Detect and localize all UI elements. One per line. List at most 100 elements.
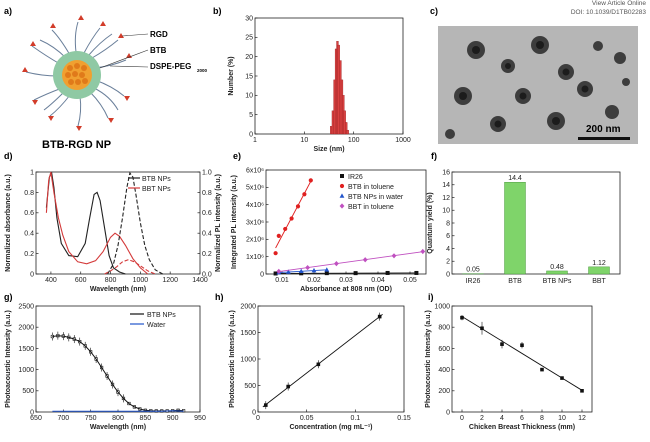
y-tick-label: 0.2 <box>24 251 34 258</box>
y-tick-label: 6 <box>446 233 450 240</box>
y-tick-label: 5 <box>249 112 253 119</box>
x-tick-label: 0.15 <box>397 415 411 422</box>
x-tick-label: 800 <box>105 277 117 284</box>
size-bar <box>346 129 349 135</box>
y-axis-label: Number (%) <box>228 56 235 95</box>
x-axis-label: Absorbance at 808 nm (OD) <box>300 286 392 293</box>
legend-label: Water <box>147 322 166 329</box>
x-tick-label: 0.03 <box>339 277 353 284</box>
data-point <box>391 253 397 259</box>
data-point <box>305 264 310 271</box>
label-btb: BTB <box>150 46 167 55</box>
category-label: BBT <box>592 278 606 285</box>
x-tick-label: 0 <box>256 415 260 422</box>
data-point <box>420 248 426 255</box>
chart-f-quantum-yield: 0 2 4 6 8 10 12 14 16 Quantum yield (%) 0.05 IR26 14… <box>427 169 621 285</box>
rgd-peptides <box>22 15 132 131</box>
data-point <box>377 314 382 319</box>
panel-letter-d: d) <box>4 151 13 161</box>
y-tick-label: 2000 <box>240 303 256 310</box>
x-tick-label: 600 <box>75 277 87 284</box>
chart-i-pa-vs-thickness: 0 2 4 6 8 10 12 0 200 400 600 800 1000 Chicken Breast… <box>425 303 593 431</box>
x-tick-label: 12 <box>578 415 586 422</box>
chart-d-absorbance-pl: 400 600 800 1000 1200 1400 0 0.2 0.4 0.6 0.8 1 Wavel… <box>5 169 222 293</box>
tem-image <box>438 26 638 144</box>
y-tick-label: 4 <box>446 246 450 253</box>
x-axis-label: Chicken Breast Thickness (mm) <box>469 424 575 431</box>
legend-label: BTB NPs <box>142 176 171 183</box>
data-point <box>276 268 282 274</box>
panel-letter-i: i) <box>428 292 434 302</box>
panel-letter-g: g) <box>4 292 13 302</box>
label-rgd: RGD <box>150 30 168 39</box>
y-tick-label: 800 <box>438 325 450 332</box>
data-point <box>324 267 330 272</box>
series-line-water <box>52 410 184 412</box>
y-tick-label: 1x10⁶ <box>246 254 264 261</box>
nanoparticle-illustration <box>22 15 149 131</box>
category-label: BTB <box>508 278 522 285</box>
y-axis-label: Quantum yield (%) <box>427 192 434 253</box>
data-point <box>540 367 544 372</box>
fit-line <box>278 269 327 273</box>
y-tick-label: 1500 <box>240 330 256 337</box>
legend-marker <box>339 203 345 209</box>
legend-label: BTB NPs <box>147 312 176 319</box>
x-tick-label: 850 <box>139 415 151 422</box>
plot-frame <box>257 305 405 413</box>
y-tick-label: 3x10⁶ <box>246 219 264 226</box>
panel-letter-c: c) <box>430 6 438 16</box>
x-tick-label: 1200 <box>162 277 178 284</box>
data-point <box>480 326 484 331</box>
x-tick-label: 4 <box>500 415 504 422</box>
plot-frame <box>451 305 593 413</box>
x-tick-label: 8 <box>540 415 544 422</box>
y-tick-label: 2 <box>446 259 450 266</box>
data-point <box>500 342 504 346</box>
x-axis-label: Wavelength (nm) <box>90 424 146 431</box>
legend-marker <box>339 183 345 189</box>
y-tick-label: 0 <box>446 271 450 278</box>
x-tick-label: 0.02 <box>307 277 321 284</box>
y-tick-label: 0 <box>30 409 34 416</box>
data-point <box>560 376 564 380</box>
y-tick-label: 0.4 <box>24 231 34 238</box>
y-tick-label: 0.8 <box>24 190 34 197</box>
y-tick-label: 10 <box>442 208 450 215</box>
y-axis-label: Photoacoustic Intensity (a.u.) <box>425 310 432 408</box>
yield-bar <box>504 181 526 275</box>
x-tick-label: 1 <box>253 137 257 144</box>
x-tick-label: 100 <box>348 137 360 144</box>
y2-tick-label: 0.6 <box>202 210 212 217</box>
label-peg-subscript: 2000 <box>197 68 208 73</box>
data-point <box>299 271 304 276</box>
x-axis-label: Wavelength (nm) <box>90 286 146 293</box>
fit-line <box>461 316 583 391</box>
bar-value-label: 14.4 <box>508 175 522 182</box>
y2-tick-label: 0.2 <box>202 251 212 258</box>
data-point <box>316 362 321 367</box>
panel-letter-a: a) <box>4 6 12 16</box>
y-tick-label: 15 <box>245 73 253 80</box>
x-tick-label: 900 <box>167 415 179 422</box>
y-tick-label: 16 <box>442 169 450 176</box>
x-tick-label: 2 <box>480 415 484 422</box>
x-tick-label: 1000 <box>133 277 149 284</box>
x-tick-label: 800 <box>112 415 124 422</box>
y-tick-label: 10 <box>245 93 253 100</box>
y-tick-label: 0 <box>260 271 264 278</box>
x-tick-label: 1400 <box>192 277 208 284</box>
bar-value-label: 1.12 <box>592 260 606 267</box>
data-point <box>286 269 291 274</box>
y-tick-label: 600 <box>438 346 450 353</box>
label-dspe-peg: DSPE-PEG <box>150 62 191 71</box>
data-point <box>308 178 313 183</box>
legend-marker <box>339 193 345 198</box>
y-tick-label: 2500 <box>18 303 34 310</box>
y-tick-label: 1500 <box>18 346 34 353</box>
series-line-pl-2 <box>107 171 163 275</box>
x-tick-label: 0 <box>460 415 464 422</box>
y-axis-label: Photoacoustic Intensity (a.u.) <box>5 310 12 408</box>
x-tick-label: 6 <box>520 415 524 422</box>
